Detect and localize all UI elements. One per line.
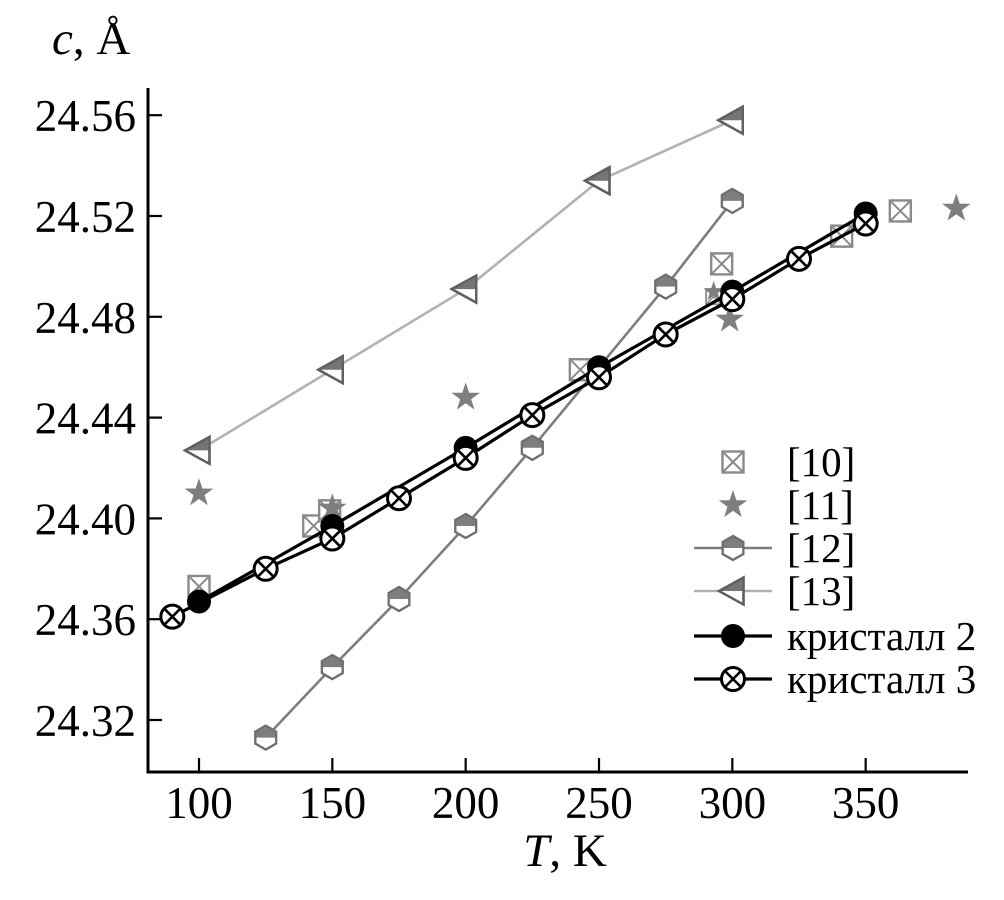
marker-hexagon [254,724,278,751]
legend-label: кристалл 3 [787,656,976,702]
y-tick-label: 24.40 [35,494,136,544]
marker-star [703,280,724,301]
legend-entry: кристалл 2 [694,613,976,659]
legend-entry: [10] [721,439,855,485]
marker-circle-x [589,368,609,387]
x-axis-variable: T [523,825,550,877]
y-axis-title: c, Å [52,16,130,63]
marker-triangle [182,434,211,466]
marker-hexagon-fill [255,725,277,738]
x-tick-label: 150 [299,778,367,828]
marker-star [718,490,748,518]
x-tick-label: 200 [432,778,500,828]
marker-hexagon [454,512,478,540]
marker-hexagon [721,534,745,562]
series-kristall-3 [159,210,879,630]
marker-square-x [721,450,745,474]
series-12 [254,187,744,751]
y-axis-variable: c [52,13,73,65]
marker-square-x [710,252,733,276]
marker-triangle [716,575,745,607]
x-tick-label: 350 [832,778,900,828]
marker-circle-x [789,249,809,268]
legend-entry: кристалл 3 [694,656,976,702]
marker-circle-x [456,448,475,467]
x-tick-label: 250 [565,778,633,828]
marker-hexagon [720,187,744,215]
y-tick-label: 24.52 [35,192,136,242]
marker-hexagon-fill [722,536,744,548]
marker-circle-x [523,406,542,425]
marker-hexagon [387,585,411,613]
y-tick-label: 24.36 [35,595,136,645]
marker-hexagon-fill [321,655,343,668]
x-axis-unit: , K [549,825,607,877]
marker-circle-x [323,529,342,548]
legend-label: [10] [787,439,855,485]
legend-entry: [13] [694,568,855,614]
marker-star [451,382,480,410]
marker-hexagon [320,653,344,681]
marker-star [318,493,347,521]
legend-label: [13] [787,568,855,614]
marker-circle-x [723,669,743,689]
y-tick-label: 24.44 [35,394,136,444]
y-tick-label: 24.48 [35,293,136,343]
marker-star [942,193,971,221]
axes: 100 150 200 250 300 350 24.32 24.36 24.40 24.44 24… [35,88,968,828]
marker-square-x [889,199,912,223]
series-11 [184,193,971,521]
marker-triangle [449,273,478,305]
marker-circle-filled [721,624,745,648]
marker-circle-x [256,559,275,578]
legend-label: [11] [787,482,854,528]
marker-triangle [582,165,611,197]
marker-star [184,478,214,506]
marker-triangle [315,354,344,386]
marker-hexagon [654,273,678,300]
marker-star [715,304,744,332]
x-tick-label: 300 [699,778,767,828]
marker-triangle [715,104,744,136]
marker-circle-x [163,607,182,626]
marker-circle-x [389,489,409,508]
legend-entry: [12] [694,525,855,571]
y-tick-label: 24.56 [35,91,136,141]
y-tick-label: 24.32 [35,696,136,746]
y-axis-unit: , Å [72,13,131,65]
legend-label: кристалл 2 [787,613,976,659]
x-axis-title: T, K [460,828,670,875]
marker-circle-x [856,214,875,233]
legend-entry: [11] [718,482,854,528]
marker-square-x [569,358,592,381]
series-13 [182,104,744,466]
x-tick-label: 100 [165,778,233,828]
marker-hexagon [520,434,544,462]
marker-hexagon-fill [388,587,410,599]
marker-circle-x [723,290,742,309]
marker-hexagon-fill [721,188,743,201]
legend-label: [12] [787,525,855,571]
marker-circle-x [656,325,675,344]
